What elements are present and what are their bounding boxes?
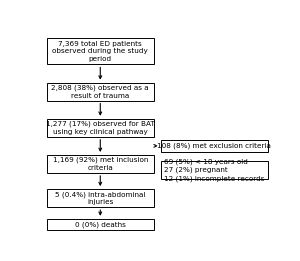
- Text: 1,277 (17%) observed for BAT
using key clinical pathway: 1,277 (17%) observed for BAT using key c…: [46, 121, 155, 135]
- Text: 1,169 (92%) met inclusion
criteria: 1,169 (92%) met inclusion criteria: [52, 157, 148, 171]
- FancyBboxPatch shape: [47, 155, 154, 173]
- FancyBboxPatch shape: [161, 161, 268, 179]
- FancyBboxPatch shape: [47, 219, 154, 230]
- Text: 0 (0%) deaths: 0 (0%) deaths: [75, 221, 126, 228]
- Text: 5 (0.4%) intra-abdominal
injuries: 5 (0.4%) intra-abdominal injuries: [55, 191, 146, 205]
- FancyBboxPatch shape: [47, 38, 154, 64]
- Text: 69 (5%) < 18 years old
27 (2%) pregnant
12 (1%) incomplete records: 69 (5%) < 18 years old 27 (2%) pregnant …: [164, 158, 265, 182]
- FancyBboxPatch shape: [47, 119, 154, 137]
- FancyBboxPatch shape: [47, 82, 154, 101]
- Text: 2,808 (38%) observed as a
result of trauma: 2,808 (38%) observed as a result of trau…: [52, 85, 149, 99]
- FancyBboxPatch shape: [47, 189, 154, 207]
- Text: 7,369 total ED patients
observed during the study
period: 7,369 total ED patients observed during …: [52, 41, 148, 62]
- FancyBboxPatch shape: [161, 140, 268, 152]
- Text: 108 (8%) met exclusion criteria: 108 (8%) met exclusion criteria: [157, 143, 271, 149]
